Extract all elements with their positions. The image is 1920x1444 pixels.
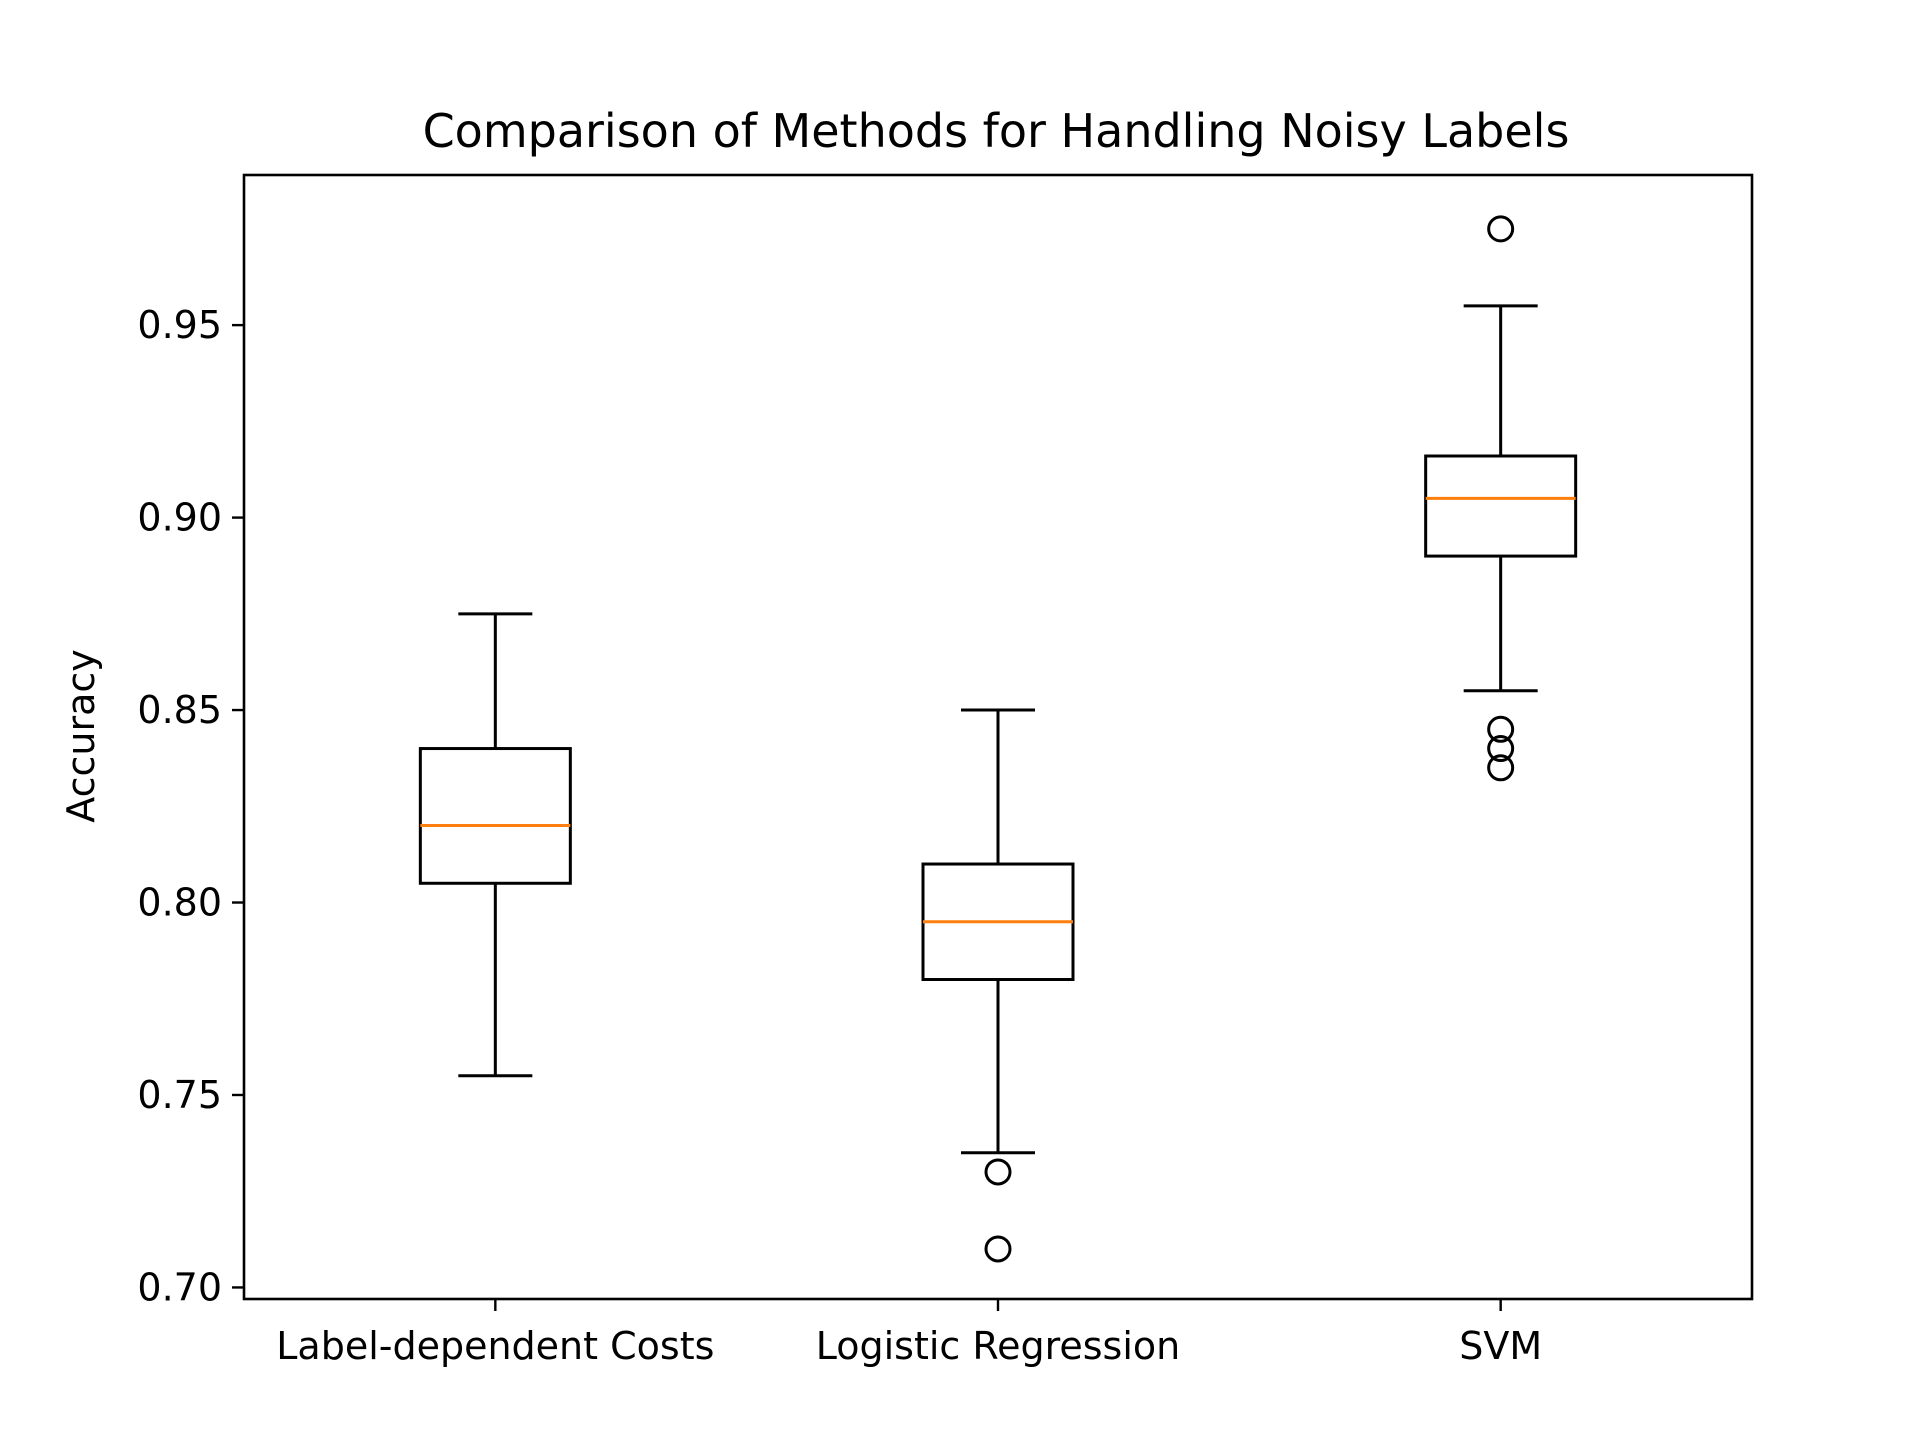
outlier-point [1487,754,1515,782]
chart-title: Comparison of Methods for Handling Noisy… [423,104,1570,158]
x-tick-label: SVM [1459,1324,1542,1368]
outlier-point [1487,735,1515,763]
outlier-point [984,1158,1012,1186]
outlier-point [1487,215,1515,243]
y-tick-label: 0.75 [137,1073,222,1117]
y-tick-label: 0.85 [137,688,222,732]
outlier-point [1487,715,1515,743]
y-axis-label: Accuracy [59,649,103,823]
box [1424,454,1578,558]
y-tick-label: 0.80 [137,881,222,925]
x-tick-label: Label-dependent Costs [276,1324,714,1368]
outlier-point [984,1235,1012,1263]
plot-area: 0.70 0.75 0.80 0.85 0.90 0.95 Label-dependent … [137,215,1578,1368]
plot-frame [242,173,1754,1301]
x-tick-label: Logistic Regression [816,1324,1181,1368]
y-tick-label: 0.95 [137,303,222,347]
y-tick-label: 0.70 [137,1265,222,1309]
y-tick-label: 0.90 [137,496,222,540]
box [418,747,572,885]
